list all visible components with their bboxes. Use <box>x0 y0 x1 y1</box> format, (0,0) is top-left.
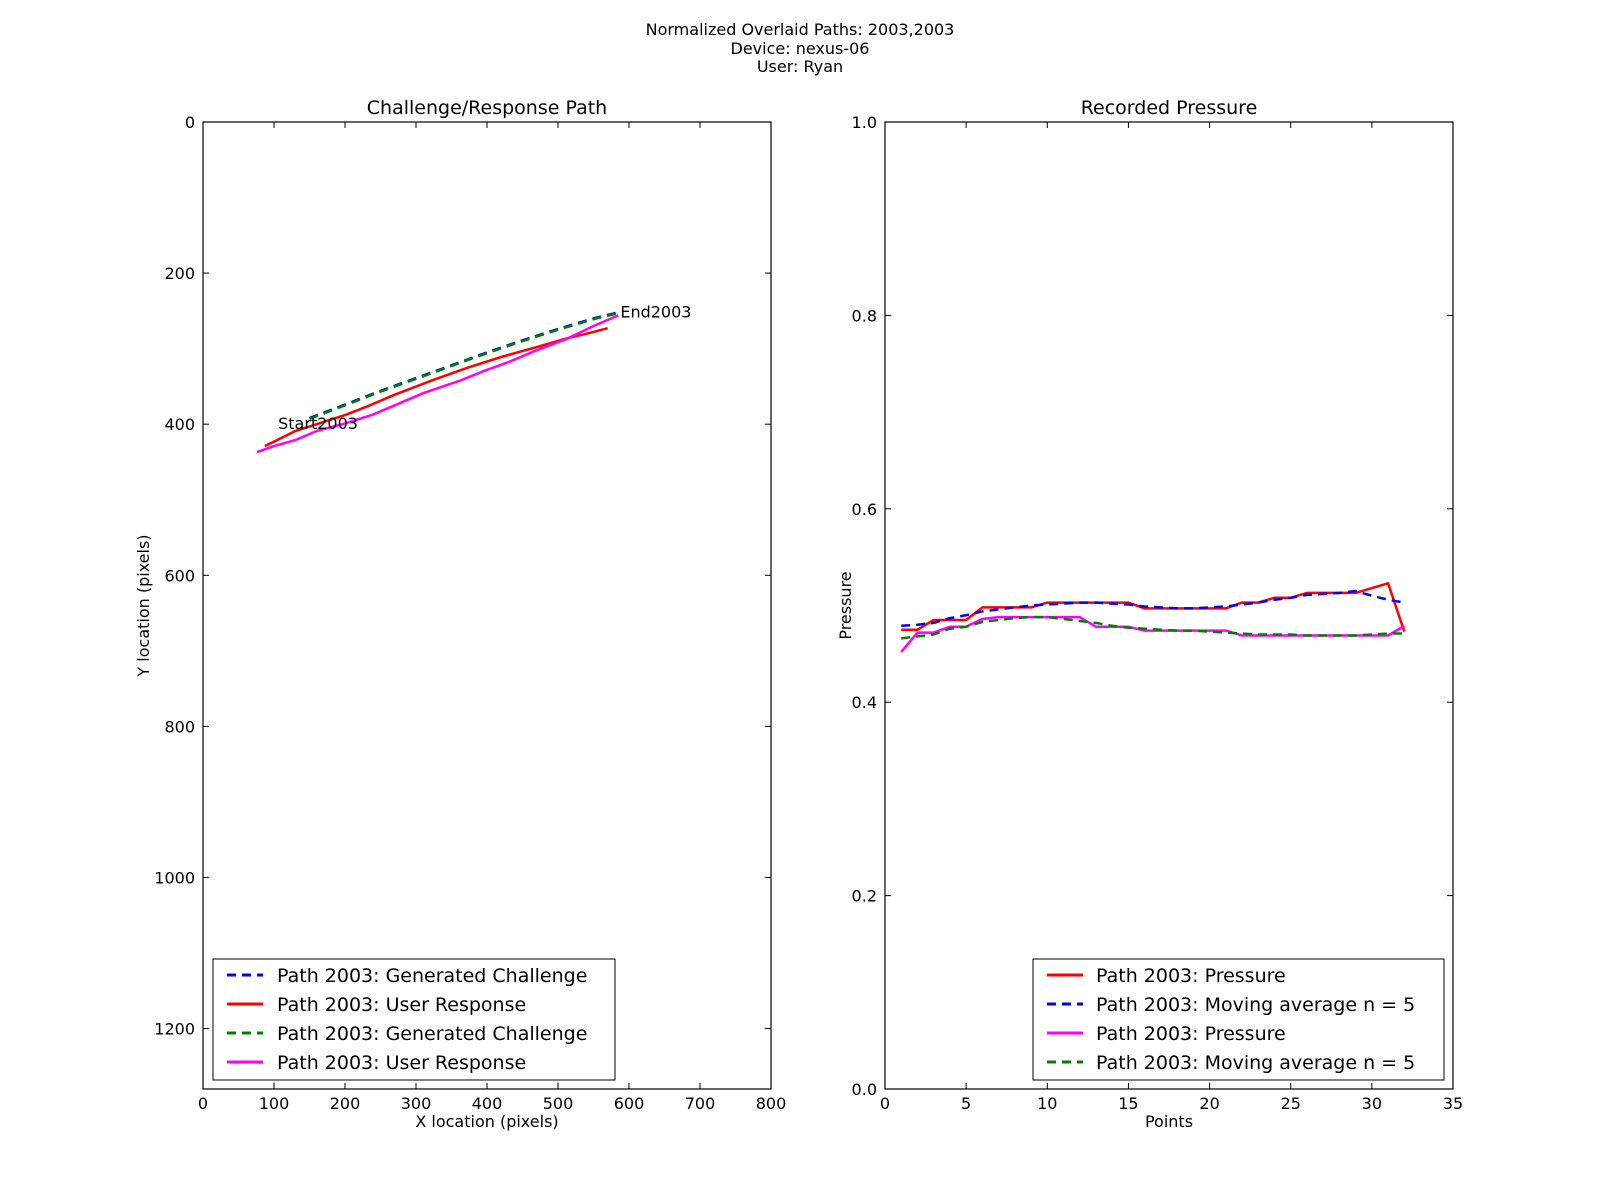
legend-box <box>212 958 616 1081</box>
y-tick-label: 800 <box>164 717 195 736</box>
y-tick-label: 0.8 <box>852 306 877 325</box>
y-tick-label: 0 <box>185 113 195 132</box>
chart-title: Recorded Pressure <box>1081 97 1258 119</box>
legend-label-4: Path 2003: User Response <box>277 1052 526 1074</box>
figure-title-line-3: User: Ryan <box>756 57 844 76</box>
x-axis-label: Points <box>1145 1112 1193 1131</box>
y-tick-label: 600 <box>164 566 195 585</box>
y-tick-label: 0.6 <box>852 500 877 519</box>
legend-label-2: Path 2003: Moving average n = 5 <box>1096 994 1415 1016</box>
y-tick-label: 0.0 <box>852 1080 877 1099</box>
x-tick-label: 700 <box>685 1094 716 1113</box>
x-tick-label: 400 <box>472 1094 503 1113</box>
chart-title: Challenge/Response Path <box>367 97 607 119</box>
x-tick-label: 500 <box>543 1094 574 1113</box>
x-tick-label: 35 <box>1443 1094 1463 1113</box>
x-tick-label: 200 <box>330 1094 361 1113</box>
y-tick-label: 1.0 <box>852 113 877 132</box>
figure-title-line-1: Normalized Overlaid Paths: 2003,2003 <box>645 20 955 39</box>
x-tick-label: 20 <box>1199 1094 1219 1113</box>
y-tick-label: 0.4 <box>852 693 877 712</box>
x-tick-label: 15 <box>1118 1094 1138 1113</box>
legend-label-1: Path 2003: Pressure <box>1096 965 1286 987</box>
x-tick-label: 30 <box>1362 1094 1382 1113</box>
annotation-1: Start2003 <box>278 414 358 433</box>
figure-title-line-2: Device: nexus-06 <box>730 39 870 58</box>
legend-label-1: Path 2003: Generated Challenge <box>277 965 587 987</box>
y-tick-label: 1000 <box>154 868 195 887</box>
y-tick-label: 0.2 <box>852 887 877 906</box>
x-tick-label: 25 <box>1281 1094 1301 1113</box>
x-tick-label: 800 <box>756 1094 787 1113</box>
x-axis-label: X location (pixels) <box>415 1112 558 1131</box>
x-tick-label: 0 <box>198 1094 208 1113</box>
x-tick-label: 300 <box>401 1094 432 1113</box>
legend-label-3: Path 2003: Pressure <box>1096 1023 1286 1045</box>
x-tick-label: 0 <box>880 1094 890 1113</box>
legend-label-4: Path 2003: Moving average n = 5 <box>1096 1052 1415 1074</box>
y-tick-label: 1200 <box>154 1020 195 1039</box>
y-tick-label: 400 <box>164 415 195 434</box>
x-tick-label: 5 <box>961 1094 971 1113</box>
series-line-2 <box>901 589 1405 628</box>
legend-label-3: Path 2003: Generated Challenge <box>277 1023 587 1045</box>
y-tick-label: 200 <box>164 264 195 283</box>
x-tick-label: 600 <box>614 1094 645 1113</box>
series-line-3 <box>309 311 619 421</box>
annotation-2: End2003 <box>620 302 691 321</box>
legend-box <box>1032 958 1445 1081</box>
plot-frame <box>884 121 1454 1090</box>
series-line-4 <box>256 314 619 454</box>
legend-label-2: Path 2003: User Response <box>277 994 526 1016</box>
series-line-4 <box>901 615 1405 640</box>
y-axis-label: Pressure <box>836 571 855 639</box>
y-axis-label: Y location (pixels) <box>134 534 153 677</box>
x-tick-label: 10 <box>1037 1094 1057 1113</box>
x-tick-label: 100 <box>259 1094 290 1113</box>
